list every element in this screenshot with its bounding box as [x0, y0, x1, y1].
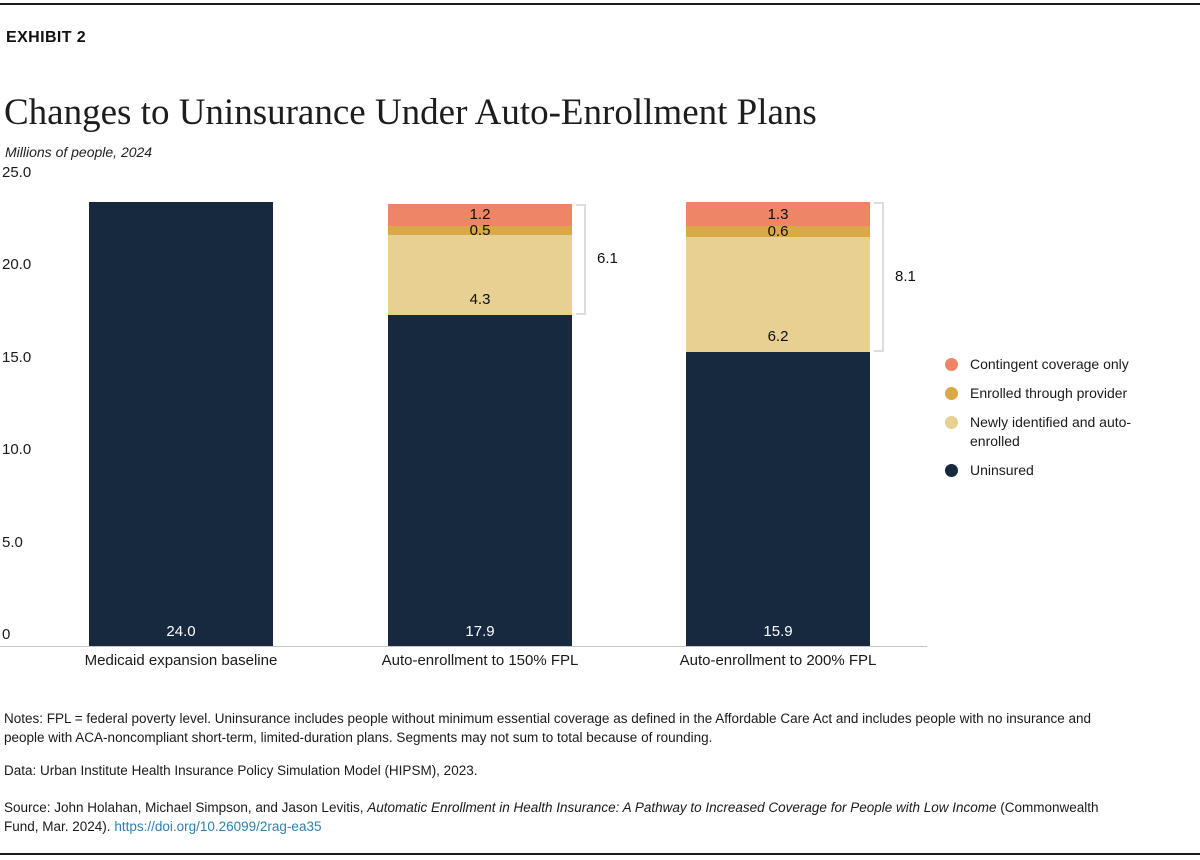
bracket-value-label: 8.1	[895, 267, 916, 285]
top-rule	[0, 3, 1200, 5]
source-suffix: (Commonwealth Fund, Mar. 2024).	[4, 800, 1099, 834]
legend-item-uninsured: Uninsured	[945, 461, 1165, 480]
bar-segment-contingent: 1.3	[686, 202, 870, 227]
increase-bracket	[576, 203, 586, 315]
y-axis-tick-label: 20.0	[2, 256, 32, 273]
footer: Notes: FPL = federal poverty level. Unin…	[4, 709, 1129, 836]
bar-segment-uninsured: 15.9	[686, 351, 870, 646]
segment-value-label: 17.9	[465, 622, 495, 640]
legend-label: Newly identified and auto-enrolled	[970, 414, 1132, 449]
bar-segment-provider: 0.6	[686, 223, 870, 241]
chart-title: Changes to Uninsurance Under Auto-Enroll…	[4, 91, 817, 133]
exhibit-eyebrow: EXHIBIT 2	[6, 29, 87, 46]
source-credit: Source: John Holahan, Michael Simpson, a…	[4, 798, 1129, 836]
legend-dot	[945, 358, 958, 371]
y-axis-tick-label: 5.0	[2, 533, 23, 551]
source-work-title: Automatic Enrollment in Health Insurance…	[367, 800, 997, 815]
legend-item-newly: Newly identified and auto-enrolled	[945, 413, 1165, 451]
legend-dot	[945, 416, 958, 429]
legend-dot	[945, 464, 958, 477]
bar-segment-newly: 6.2	[686, 237, 870, 352]
segment-value-label: 4.3	[469, 290, 491, 308]
segment-value-label: 0.6	[767, 223, 789, 241]
segment-value-label: 24.0	[166, 623, 196, 640]
segment-value-label: 0.5	[469, 222, 491, 240]
source-prefix: Source: John Holahan, Michael Simpson, a…	[4, 800, 368, 815]
y-axis-tick-label: 15.0	[2, 348, 32, 366]
legend: Contingent coverage only Enrolled through…	[945, 355, 1165, 480]
y-axis-tick-label: 10.0	[2, 441, 32, 458]
bracket-value-label: 6.1	[597, 250, 618, 268]
x-axis-category-label: Auto-enrollment to 150% FPL	[381, 652, 579, 669]
data-credit: Data: Urban Institute Health Insurance P…	[4, 763, 478, 778]
bar-segment-uninsured: 17.9	[388, 314, 572, 646]
chart-bar: 1.3 0.6 6.2 15.9	[686, 202, 870, 646]
chart-bar: 24.0	[89, 202, 273, 646]
plot-area: 25.0 20.0 15.0 10.0 5.0 0 24.0 Medicaid expansi…	[0, 165, 930, 669]
x-axis-category-label: Medicaid expansion baseline	[84, 652, 278, 669]
x-axis-line	[0, 645, 927, 647]
segment-value-label: 1.2	[469, 206, 491, 224]
x-axis-category-label: Auto-enrollment to 200% FPL	[679, 652, 877, 669]
chart-subtitle: Millions of people, 2024	[5, 144, 153, 160]
segment-value-label: 1.3	[767, 205, 789, 223]
legend-dot	[945, 387, 958, 400]
doi-link[interactable]: https://doi.org/10.26099/2rag-ea35	[114, 819, 322, 834]
increase-bracket	[874, 202, 884, 352]
segment-value-label: 15.9	[763, 622, 793, 640]
y-axis-tick-label: 0	[2, 626, 11, 643]
segment-value-label: 6.2	[767, 327, 789, 345]
bottom-rule	[0, 853, 1200, 855]
legend-item-provider: Enrolled through provider	[945, 384, 1165, 403]
bar-segment-contingent: 1.2	[388, 203, 572, 227]
bar-segment-newly: 4.3	[388, 235, 572, 315]
legend-label: Enrolled through provider	[970, 385, 1128, 401]
bar-segment-provider: 0.5	[388, 222, 572, 240]
legend-label: Contingent coverage only	[970, 356, 1129, 372]
legend-label: Uninsured	[970, 462, 1034, 478]
notes-text: Notes: FPL = federal poverty level. Unin…	[4, 711, 1092, 745]
legend-item-contingent: Contingent coverage only	[945, 355, 1165, 374]
bar-segment-uninsured: 24.0	[89, 202, 273, 646]
y-axis-tick-label: 25.0	[2, 163, 32, 181]
chart-bar: 1.2 0.5 4.3 17.9	[388, 203, 572, 646]
